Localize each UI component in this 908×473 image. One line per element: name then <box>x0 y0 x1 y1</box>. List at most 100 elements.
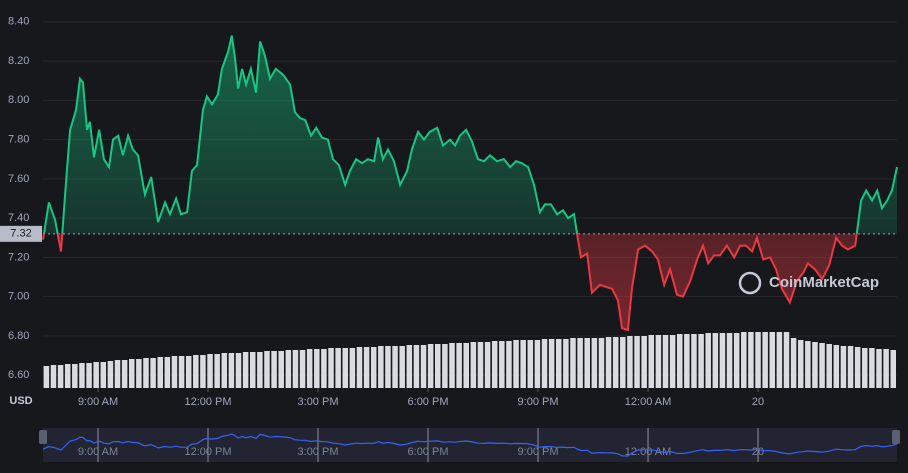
volume-bar <box>563 339 569 388</box>
volume-bar <box>93 362 99 388</box>
y-tick-label: 7.20 <box>8 251 29 263</box>
volume-bar <box>64 364 71 388</box>
volume-bar <box>306 349 313 388</box>
volume-bar <box>228 353 235 388</box>
price-line-up <box>42 35 898 234</box>
volume-bar <box>548 339 555 388</box>
baseline-label: 7.32 <box>10 228 31 240</box>
volume-bar <box>883 349 889 388</box>
volume-bar <box>406 345 413 388</box>
volume-bar <box>826 344 832 388</box>
y-tick-label: 6.60 <box>8 369 29 381</box>
volume-bar <box>655 335 662 388</box>
navigator-tick-label: 3:00 PM <box>298 446 339 458</box>
volume-bar <box>584 338 590 388</box>
volume-bar <box>292 350 299 388</box>
volume-bar <box>755 332 761 388</box>
volume-bar <box>449 343 455 388</box>
y-tick-label: 7.80 <box>8 134 29 146</box>
volume-bar <box>321 349 327 388</box>
volume-bar <box>271 351 277 388</box>
volume-bar <box>463 343 469 388</box>
navigator-tick-label: 9:00 AM <box>78 446 118 458</box>
volume-bar <box>427 344 434 388</box>
volume-bar <box>392 346 398 388</box>
volume-bar <box>527 340 534 388</box>
volume-bar <box>285 350 292 388</box>
navigator-handle[interactable] <box>892 430 900 444</box>
navigator-handle[interactable] <box>39 430 47 444</box>
volume-bar <box>634 336 640 388</box>
volume-bar <box>534 340 541 388</box>
navigator-line <box>42 433 898 457</box>
x-tick-label: 12:00 PM <box>184 396 231 408</box>
volume-bar <box>620 337 626 388</box>
volume-bar <box>570 338 576 388</box>
x-tick-label: 9:00 AM <box>78 396 118 408</box>
volume-bar <box>50 365 57 388</box>
volume-bar <box>762 332 768 388</box>
volume-bar <box>612 337 619 388</box>
volume-bar <box>470 342 477 388</box>
volume-bar <box>847 346 854 388</box>
y-tick-label: 6.80 <box>8 330 29 342</box>
volume-bar <box>869 348 875 388</box>
volume-bar <box>235 353 242 388</box>
volume-bar <box>185 356 192 388</box>
volume-bar <box>790 338 797 388</box>
volume-bar <box>264 351 270 388</box>
volume-bar <box>171 356 178 388</box>
volume-bar <box>349 348 356 388</box>
volume-bar <box>200 355 206 388</box>
volume-bar <box>513 340 519 388</box>
volume-bar <box>442 344 448 388</box>
volume-bar <box>726 333 733 388</box>
area-down <box>43 233 897 330</box>
watermark: CoinMarketCap <box>738 271 879 295</box>
volume-bar <box>684 334 690 388</box>
volume-bar <box>741 332 747 388</box>
volume-bar <box>363 347 370 388</box>
volume-bar <box>840 346 847 388</box>
navigator-tick-label: 12:00 AM <box>625 446 671 458</box>
navigator-tick-label: 20 <box>752 446 764 458</box>
y-tick-label: 8.20 <box>8 55 29 67</box>
volume-bar <box>499 341 505 388</box>
volume-bar <box>456 343 462 388</box>
volume-bar <box>342 348 349 388</box>
volume-bar <box>491 341 498 388</box>
volume-bar <box>669 335 676 388</box>
volume-bar <box>805 341 811 388</box>
volume-bar <box>143 358 149 388</box>
volume-bar <box>605 337 612 388</box>
y-tick-label: 7.00 <box>8 291 29 303</box>
baseline-label-bg <box>0 225 42 242</box>
volume-bar <box>378 346 384 388</box>
volume-bar <box>520 340 526 388</box>
volume-bar <box>385 346 391 388</box>
volume-bar <box>257 352 263 388</box>
volume-bar <box>328 348 334 388</box>
volume-bar <box>420 345 427 388</box>
x-tick-label: 20 <box>752 396 764 408</box>
volume-bar <box>484 342 491 388</box>
volume-bar <box>819 343 825 388</box>
volume-bar <box>691 334 697 388</box>
volume-bar <box>477 342 484 388</box>
volume-bar <box>157 357 163 388</box>
volume-bar <box>506 341 512 388</box>
volume-bar <box>876 349 882 388</box>
volume-bar <box>399 346 405 388</box>
volume-bar <box>541 339 548 388</box>
volume-bar <box>797 340 804 388</box>
y-tick-label: 7.60 <box>8 173 29 185</box>
volume-bar <box>733 333 740 388</box>
navigator-tick-label: 9:00 PM <box>518 446 559 458</box>
navigator-tick-label: 12:00 PM <box>184 446 231 458</box>
volume-bar <box>776 332 783 388</box>
volume-bar <box>783 332 790 388</box>
volume-bar <box>136 359 142 388</box>
axis-unit: USD <box>9 395 32 407</box>
x-tick-label: 3:00 PM <box>298 396 339 408</box>
